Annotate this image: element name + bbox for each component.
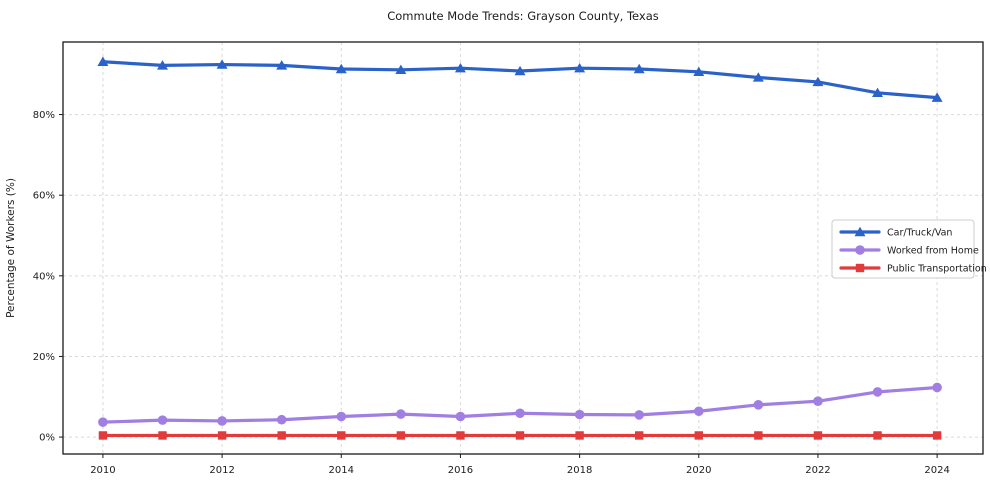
data-point-square xyxy=(456,431,465,440)
data-point-circle xyxy=(932,382,942,393)
x-tick-label: 2024 xyxy=(924,465,949,476)
data-point-square xyxy=(515,431,525,440)
data-point-circle xyxy=(276,414,287,425)
axis-layer: 2010 2012 2014 2016 2018 2020 2022 2024 0% 20% 40%… xyxy=(33,41,984,476)
data-point-circle xyxy=(217,416,227,426)
y-tick-label: 40% xyxy=(33,271,55,282)
data-point-triangle xyxy=(97,56,109,66)
x-tick-label: 2018 xyxy=(567,465,592,476)
data-point-square xyxy=(98,431,108,440)
data-point-circle xyxy=(872,387,883,397)
chart-title: Commute Mode Trends: Grayson County, Tex… xyxy=(387,9,659,23)
data-point-square xyxy=(873,431,882,440)
data-point-triangle xyxy=(633,63,645,74)
x-tick-label: 2010 xyxy=(90,465,115,476)
data-point-square xyxy=(754,431,763,440)
data-point-square xyxy=(932,431,942,440)
data-point-circle xyxy=(634,410,644,420)
data-point-circle xyxy=(693,406,704,417)
series-layer xyxy=(97,56,943,440)
y-tick-label: 20% xyxy=(33,352,55,363)
data-point-triangle xyxy=(216,59,228,69)
grid-layer xyxy=(63,42,983,454)
data-point-square xyxy=(634,431,644,440)
data-point-square xyxy=(396,431,406,440)
legend-label-worked-from-home: Worked from Home xyxy=(887,246,979,257)
data-point-triangle xyxy=(693,66,705,77)
data-point-square xyxy=(277,431,286,440)
legend: Car/Truck/Van Worked from Home Public Tran… xyxy=(831,219,987,279)
data-point-square xyxy=(813,431,823,440)
data-point-triangle xyxy=(335,63,347,74)
x-tick-label: 2020 xyxy=(686,465,711,476)
data-point-triangle xyxy=(574,63,586,73)
data-point-triangle xyxy=(276,60,288,70)
y-tick-label: 60% xyxy=(33,191,55,202)
y-tick-label: 0% xyxy=(39,433,55,444)
data-point-triangle xyxy=(854,226,866,237)
x-tick-label: 2014 xyxy=(329,465,354,476)
y-axis-label: Percentage of Workers (%) xyxy=(5,178,17,318)
data-point-circle xyxy=(455,411,466,422)
data-point-circle xyxy=(515,408,525,419)
data-point-circle xyxy=(855,245,865,255)
data-point-circle xyxy=(98,417,108,427)
data-point-square xyxy=(855,263,865,273)
data-point-circle xyxy=(396,409,406,419)
data-point-square xyxy=(158,431,167,440)
data-point-circle xyxy=(574,409,585,420)
data-point-square xyxy=(217,431,227,440)
data-point-triangle xyxy=(812,76,824,87)
data-point-square xyxy=(694,431,703,440)
legend-label-car-truck-van: Car/Truck/Van xyxy=(887,228,952,239)
legend-label-public-transportation: Public Transportation xyxy=(887,264,987,275)
data-point-square xyxy=(575,431,584,440)
data-point-triangle xyxy=(395,64,407,75)
data-point-circle xyxy=(813,396,823,406)
data-point-circle xyxy=(336,411,347,422)
x-tick-label: 2022 xyxy=(805,465,830,476)
data-point-triangle xyxy=(157,60,169,70)
data-point-triangle xyxy=(514,65,526,76)
data-point-circle xyxy=(157,415,168,425)
data-point-triangle xyxy=(872,87,884,97)
data-point-triangle xyxy=(454,63,466,73)
legend-box xyxy=(831,219,975,279)
x-tick-label: 2016 xyxy=(448,465,473,476)
x-tick-label: 2012 xyxy=(209,465,234,476)
data-point-circle xyxy=(753,400,764,410)
y-tick-label: 80% xyxy=(33,110,55,121)
data-point-square xyxy=(337,431,346,440)
plot-border xyxy=(62,41,984,455)
data-point-triangle xyxy=(931,92,943,102)
data-point-triangle xyxy=(752,72,764,82)
